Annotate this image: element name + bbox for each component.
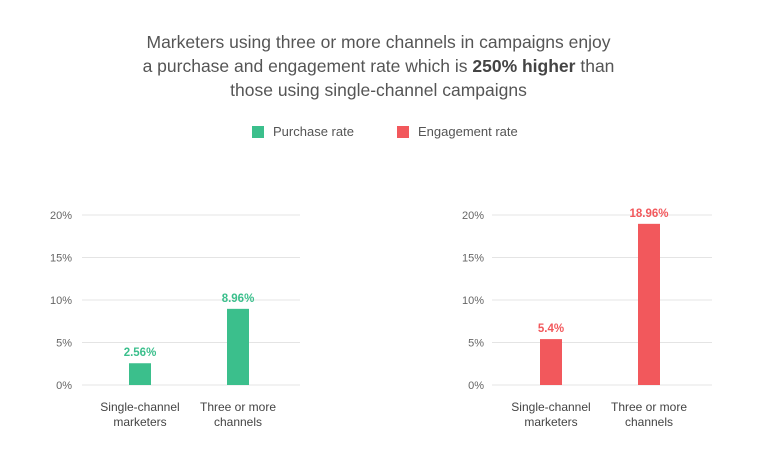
title-line-2: a purchase and engagement rate which is … (0, 54, 757, 78)
category-label: Three or more (611, 400, 687, 414)
legend-swatch-purchase-rate (252, 125, 264, 138)
legend-item-purchase-rate: Purchase rate (252, 124, 354, 139)
y-tick-label: 15% (50, 253, 72, 265)
chart-title: Marketers using three or more channels i… (0, 30, 757, 102)
y-tick-label: 5% (468, 338, 484, 350)
category-label: Single-channel (511, 400, 590, 414)
bar (227, 308, 249, 385)
title-highlight: 250% higher (472, 56, 576, 76)
category-label: marketers (524, 415, 577, 429)
y-tick-label: 20% (50, 210, 72, 222)
category-label: Single-channel (100, 400, 179, 414)
y-tick-label: 0% (468, 380, 484, 392)
title-line-2-end: than (575, 56, 615, 76)
bar (129, 363, 151, 385)
y-tick-label: 20% (462, 210, 484, 222)
title-line-3: those using single-channel campaigns (230, 80, 527, 100)
y-tick-label: 10% (462, 295, 484, 307)
bar (638, 223, 660, 385)
data-label: 8.96% (222, 293, 255, 305)
y-tick-label: 10% (50, 295, 72, 307)
category-label: marketers (113, 415, 166, 429)
data-label: 2.56% (124, 347, 157, 359)
category-label: channels (214, 415, 262, 429)
bar (540, 339, 562, 385)
legend-swatch-engagement-rate (397, 125, 409, 138)
y-tick-label: 15% (462, 253, 484, 265)
title-line-2-start: a purchase and engagement rate which is (142, 56, 473, 76)
data-label: 18.96% (629, 208, 668, 220)
title-line-1: Marketers using three or more channels i… (146, 32, 611, 52)
legend: Purchase rate Engagement rate (0, 124, 757, 144)
category-label: channels (625, 415, 673, 429)
legend-item-engagement-rate: Engagement rate (397, 124, 518, 139)
y-tick-label: 0% (56, 380, 72, 392)
data-label: 5.4% (538, 323, 564, 335)
y-tick-label: 5% (56, 338, 72, 350)
legend-label-purchase-rate: Purchase rate (273, 124, 354, 139)
legend-label-engagement-rate: Engagement rate (418, 124, 518, 139)
category-label: Three or more (200, 400, 276, 414)
